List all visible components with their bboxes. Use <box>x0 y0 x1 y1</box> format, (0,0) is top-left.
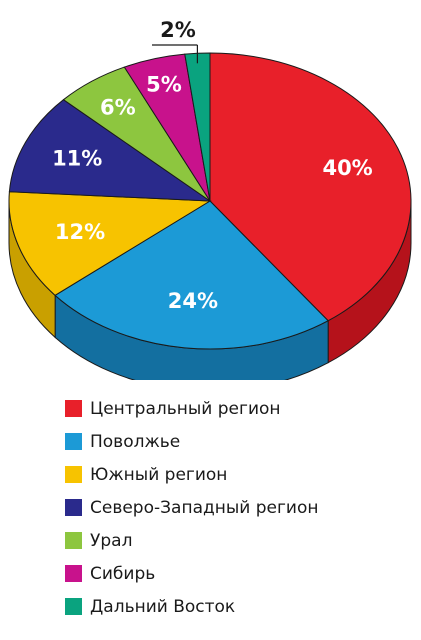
legend-swatch <box>65 532 82 549</box>
pie-slice-1 <box>209 52 412 322</box>
pie-label-2: 24% <box>168 289 218 313</box>
legend-item: Сибирь <box>65 557 318 590</box>
legend-swatch <box>65 598 82 615</box>
legend-label: Дальний Восток <box>90 596 236 617</box>
legend-swatch <box>65 400 82 417</box>
pie-label-1: 40% <box>322 156 372 180</box>
pie-chart: 40% 24% 12% 11% 6% 5% 2% <box>8 18 412 380</box>
pie-label-6: 5% <box>146 73 182 97</box>
legend-item: Центральный регион <box>65 392 318 425</box>
legend-swatch <box>65 499 82 516</box>
legend-item: Северо-Западный регион <box>65 491 318 524</box>
legend-swatch <box>65 565 82 582</box>
legend-item: Южный регион <box>65 458 318 491</box>
pie-slice-4 <box>8 99 212 202</box>
pie-slice-2 <box>54 200 329 350</box>
legend-label: Поволжье <box>90 431 181 452</box>
legend-label: Центральный регион <box>90 398 281 419</box>
legend-item: Урал <box>65 524 318 557</box>
legend-label: Сибирь <box>90 563 156 584</box>
legend-label: Северо-Западный регион <box>90 497 319 518</box>
legend: Центральный регион Поволжье Южный регион Се… <box>65 392 318 623</box>
pie-slice-3 <box>8 191 212 296</box>
legend-item: Поволжье <box>65 425 318 458</box>
pie-slices <box>8 52 412 350</box>
legend-swatch <box>65 433 82 450</box>
pie-label-3: 12% <box>55 220 105 244</box>
pie-label-7: 2% <box>160 18 196 42</box>
legend-label: Урал <box>90 530 133 551</box>
legend-label: Южный регион <box>90 464 228 485</box>
pie-label-4: 11% <box>52 147 102 171</box>
pie-label-5: 6% <box>100 96 136 120</box>
pie-labels: 40% 24% 12% 11% 6% 5% 2% <box>52 18 373 313</box>
legend-item: Дальний Восток <box>65 590 318 623</box>
legend-swatch <box>65 466 82 483</box>
